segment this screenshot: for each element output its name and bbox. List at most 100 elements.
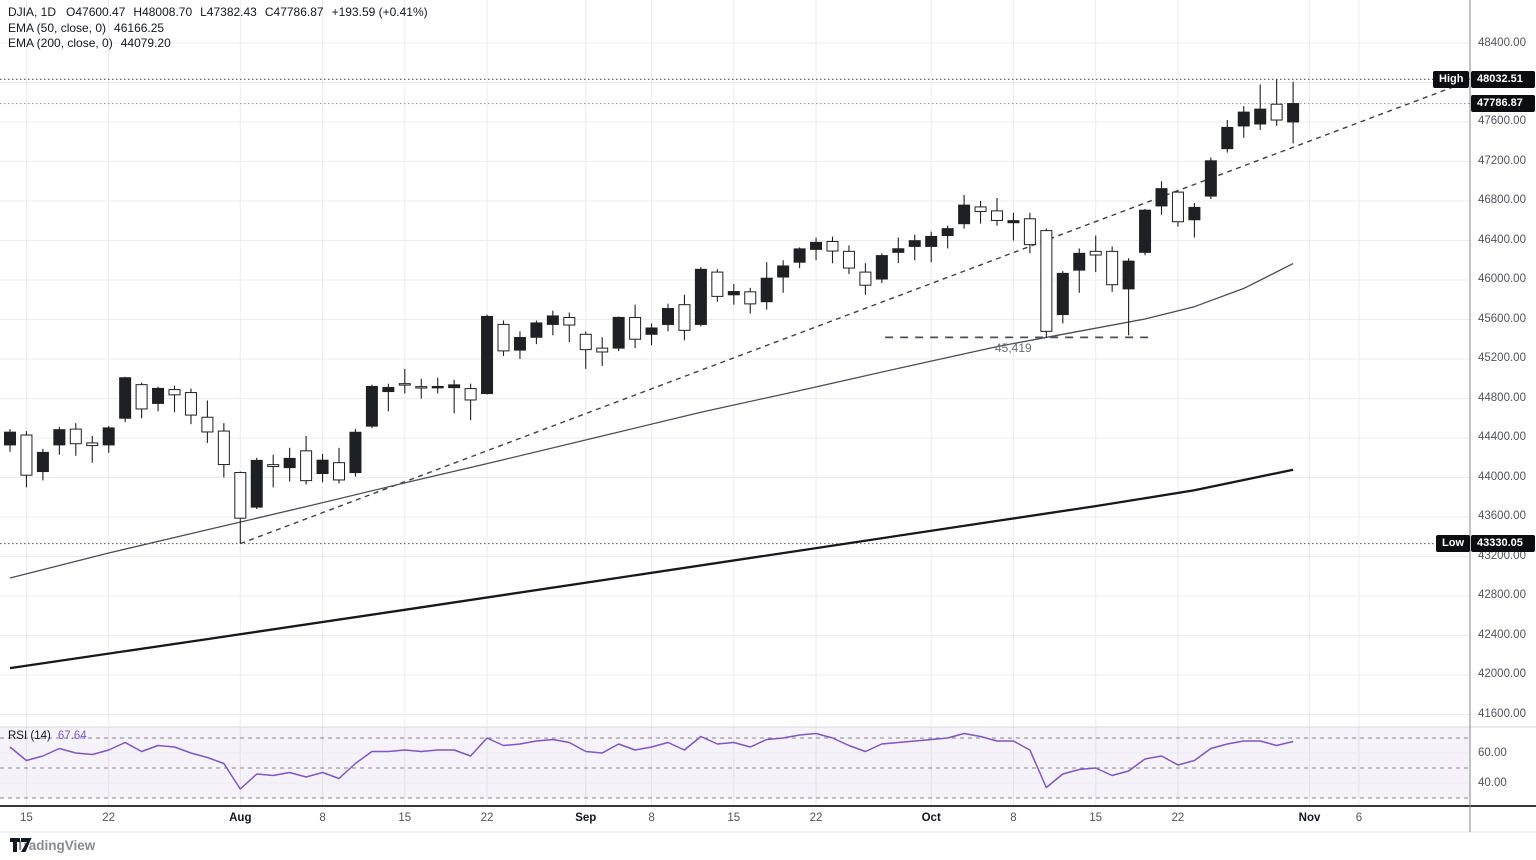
- candle-up: [793, 248, 806, 263]
- symbol-legend-row[interactable]: DJIA, 1D O47600.47 H48008.70 L47382.43 C4778…: [8, 5, 436, 21]
- time-axis-label: 15: [1089, 812, 1103, 824]
- candle-up: [513, 336, 526, 351]
- low-mark-label: Low: [1436, 535, 1470, 553]
- high-mark-label: High: [1433, 70, 1470, 88]
- candle-down: [168, 389, 181, 396]
- candle-up: [760, 277, 773, 303]
- candle-up: [546, 315, 559, 325]
- rsi-axis-label: 40.00: [1478, 776, 1507, 789]
- price-axis-label: 46800.00: [1478, 194, 1526, 207]
- rsi-layer: [9, 732, 1294, 790]
- ema50-legend-row[interactable]: EMA (50, close, 0) 46166.25: [8, 21, 436, 37]
- price-axis-label: 44800.00: [1478, 391, 1526, 404]
- candle-up: [1139, 209, 1152, 253]
- ema50-layer: [9, 263, 1294, 579]
- candle-up: [119, 377, 132, 419]
- tradingview-logo[interactable]: TradingView: [10, 838, 95, 853]
- candle-up: [810, 241, 823, 250]
- candle-down: [201, 416, 214, 433]
- candle-down: [184, 392, 197, 416]
- candle-down: [234, 472, 247, 519]
- candle-down: [1040, 230, 1053, 332]
- candle-up: [1254, 108, 1267, 125]
- time-axis-label: Aug: [229, 812, 252, 824]
- time-axis-label: 15: [727, 812, 741, 824]
- time-axis-label: 22: [480, 812, 494, 824]
- candle-up: [1237, 111, 1250, 127]
- price-axis-label: 43600.00: [1478, 510, 1526, 523]
- change-value: +193.59 (+0.41%): [331, 5, 428, 19]
- candle-up: [316, 459, 329, 475]
- rsi-band-fill: [0, 727, 1470, 798]
- price-axis-label: 48400.00: [1478, 36, 1526, 49]
- price-axis-label: 45200.00: [1478, 352, 1526, 365]
- candle-down: [596, 347, 609, 353]
- price-axis-label: 42000.00: [1478, 668, 1526, 681]
- symbol-title[interactable]: DJIA, 1D: [8, 5, 57, 19]
- candle-up: [36, 451, 49, 473]
- time-axis-label: 8: [1010, 812, 1017, 824]
- candle-up: [382, 387, 395, 393]
- candle-down: [69, 428, 82, 445]
- candle-up: [1056, 272, 1069, 316]
- support-level-label[interactable]: 45,419: [995, 341, 1032, 355]
- low-mark-price: 43330.05: [1471, 535, 1535, 553]
- candle-up: [875, 255, 888, 280]
- candle-up: [4, 431, 16, 446]
- rsi-legend-row[interactable]: RSI (14) 67.64: [8, 730, 87, 742]
- time-axis-label: 15: [20, 812, 33, 824]
- candle-up: [1188, 206, 1201, 221]
- candle-down: [1023, 218, 1036, 246]
- last-price-badge: 47786.87: [1471, 95, 1535, 113]
- rsi-label[interactable]: RSI (14): [8, 730, 51, 742]
- candle-down: [974, 206, 987, 212]
- ema50-line: [9, 263, 1294, 579]
- candle-down: [744, 291, 757, 305]
- candle-down: [333, 462, 345, 481]
- time-axis-label: Oct: [921, 812, 941, 824]
- time-axis-label: 8: [319, 812, 326, 824]
- candle-down: [464, 388, 477, 401]
- time-axis-label: 22: [809, 812, 823, 824]
- candle-up: [777, 265, 790, 278]
- candle-up: [102, 427, 115, 446]
- candle-down: [135, 384, 148, 410]
- candle-up: [892, 248, 905, 253]
- time-axis-label: 22: [102, 812, 116, 824]
- candle-up: [250, 459, 263, 508]
- candle-down: [826, 240, 839, 252]
- candle-down: [497, 323, 510, 352]
- price-axis-label: 43200.00: [1478, 549, 1526, 562]
- price-axis-label: 42800.00: [1478, 589, 1526, 602]
- price-axis-label: 47200.00: [1478, 154, 1526, 167]
- ema200-value: 44079.20: [120, 36, 171, 50]
- ema200-legend-row[interactable]: EMA (200, close, 0) 44079.20: [8, 36, 436, 52]
- candle-down: [842, 250, 855, 269]
- candle-up: [645, 327, 658, 335]
- candle-down: [300, 450, 313, 482]
- time-axis-label: 15: [398, 812, 412, 824]
- candle-up: [152, 387, 165, 404]
- price-axis-label: 47600.00: [1478, 115, 1526, 128]
- separators: [0, 0, 1536, 833]
- candle-down: [1270, 103, 1283, 121]
- price-axis-label: 46400.00: [1478, 233, 1526, 246]
- candle-down: [267, 464, 280, 468]
- close-value: C47786.87: [264, 5, 324, 19]
- candle-up: [662, 308, 674, 325]
- candle-down: [1171, 191, 1184, 223]
- price-axis-label: 44000.00: [1478, 470, 1526, 483]
- candle-up: [727, 291, 740, 296]
- candle-up: [530, 322, 543, 338]
- chart-legend: DJIA, 1D O47600.47 H48008.70 L47382.43 C4778…: [8, 5, 436, 52]
- ema50-value: 46166.25: [114, 20, 165, 35]
- horizontal-gridlines: [0, 42, 1470, 715]
- candle-down: [859, 271, 872, 286]
- candle-down: [991, 210, 1003, 221]
- candle-up: [53, 429, 66, 446]
- candle-down: [629, 317, 642, 340]
- candle-down: [415, 386, 428, 389]
- candle-down: [711, 271, 724, 297]
